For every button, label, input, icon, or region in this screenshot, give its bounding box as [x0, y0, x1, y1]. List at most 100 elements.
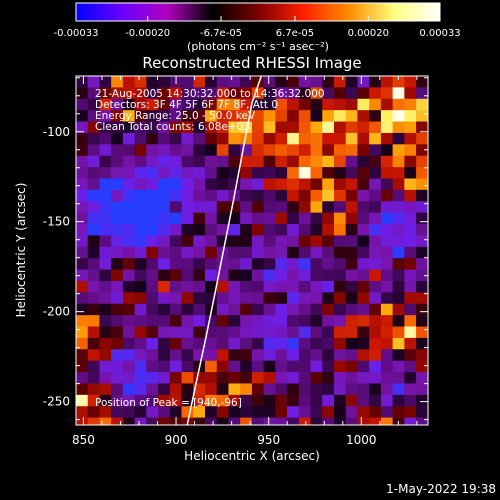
heatmap-cell [240, 201, 253, 214]
heatmap-cell [287, 212, 300, 225]
heatmap-cell [345, 417, 358, 425]
heatmap-cell [357, 394, 370, 407]
heatmap-cell [404, 417, 417, 425]
heatmap-cell [76, 98, 89, 111]
heatmap-cell [134, 417, 147, 425]
heatmap-cell [287, 315, 300, 327]
heatmap-cell [369, 326, 382, 339]
heatmap-cell [122, 303, 136, 316]
heatmap-cell [158, 417, 171, 425]
heatmap-cell [240, 110, 253, 122]
heatmap-cell [298, 98, 311, 111]
heatmap-cell [76, 315, 89, 327]
heatmap-cell [322, 280, 335, 293]
heatmap-cell [392, 132, 405, 145]
heatmap-cell [404, 110, 417, 122]
heatmap-cell [275, 394, 288, 407]
heatmap-cell [146, 235, 159, 248]
heatmap-cell [345, 315, 358, 327]
heatmap-cell [322, 394, 335, 407]
heatmap-cell [134, 201, 147, 214]
heatmap-cell [416, 337, 428, 350]
plot-frame [75, 75, 429, 426]
heatmap-cell [228, 417, 241, 425]
heatmap-cell [263, 144, 276, 157]
heatmap-cell [146, 315, 159, 327]
heatmap-cell [357, 121, 370, 134]
heatmap-cell [158, 132, 171, 145]
heatmap-cell [380, 372, 394, 384]
colorbar-tick-label: 6.7e-05 [276, 28, 314, 39]
heatmap-cell [99, 406, 112, 419]
heatmap-cell [87, 406, 100, 419]
heatmap-cell [111, 280, 124, 293]
heatmap-cell [263, 315, 276, 327]
heatmap-cell [298, 212, 311, 225]
heatmap-cell [310, 258, 323, 270]
heatmap-cell [240, 280, 253, 293]
heatmap-cell [87, 224, 100, 236]
heatmap-cell [392, 201, 405, 214]
x-axis-ticks [82, 76, 418, 425]
heatmap-cell [169, 292, 182, 305]
heatmap-cell [380, 246, 394, 259]
heatmap-cell [310, 212, 323, 225]
heatmap-cell [369, 349, 382, 362]
heatmap-cell [275, 189, 288, 202]
heatmap-cell [251, 315, 265, 327]
heatmap-cell [380, 76, 394, 88]
heatmap-cell [99, 292, 112, 305]
heatmap-cell [146, 280, 159, 293]
heatmap-cell [99, 383, 112, 396]
heatmap-cell [181, 212, 194, 225]
heatmap-cell [263, 132, 276, 145]
heatmap-cell [322, 417, 335, 425]
heatmap-cell [193, 280, 206, 293]
heatmap-cell [146, 349, 159, 362]
heatmap-cell [99, 258, 112, 270]
heatmap-cell [169, 121, 182, 134]
heatmap-cell [76, 87, 89, 100]
heatmap-cell [216, 269, 229, 282]
heatmap-cell [334, 144, 347, 157]
heatmap-cell [158, 246, 171, 259]
heatmap-cell [240, 360, 253, 373]
heatmap-cell [87, 292, 100, 305]
heatmap-cell [263, 121, 276, 134]
heatmap-cell [298, 155, 311, 168]
heatmap-cell [240, 337, 253, 350]
heatmap-cell [122, 417, 136, 425]
heatmap-cell [158, 155, 171, 168]
heatmap-cell [111, 303, 124, 316]
heatmap-cell [380, 394, 394, 407]
heatmap-cell [111, 394, 124, 407]
heatmap-cell [416, 201, 428, 214]
heatmap-cell [99, 212, 112, 225]
heatmap-cell [369, 406, 382, 419]
heatmap-cell [228, 360, 241, 373]
heatmap-cell [228, 303, 241, 316]
heatmap-cell [193, 258, 206, 270]
heatmap-cell [322, 326, 335, 339]
heatmap-cell [146, 360, 159, 373]
heatmap-cell [87, 87, 100, 100]
heatmap-cell [416, 326, 428, 339]
heatmap-cell [181, 372, 194, 384]
heatmap-cell [322, 155, 335, 168]
heatmap-cell [287, 326, 300, 339]
heatmap-cell [181, 406, 194, 419]
heatmap-cell [228, 406, 241, 419]
heatmap-cell [310, 246, 323, 259]
heatmap-cell [275, 337, 288, 350]
heatmap-cell [392, 406, 405, 419]
heatmap-cell [87, 417, 100, 425]
heatmap-cell [263, 337, 276, 350]
heatmap-cell [193, 98, 206, 111]
heatmap-cell [369, 235, 382, 248]
heatmap-cell [122, 280, 136, 293]
heatmap-cell [416, 76, 428, 88]
heatmap-cell [380, 417, 394, 425]
heatmap-cell [76, 155, 89, 168]
heatmap-cell [251, 212, 265, 225]
heatmap-cell [251, 360, 265, 373]
